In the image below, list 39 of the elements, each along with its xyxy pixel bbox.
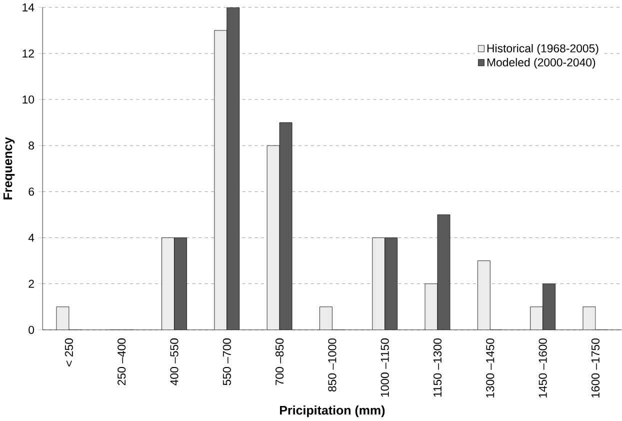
- bar: [438, 214, 450, 330]
- y-tick-label: 14: [22, 4, 34, 12]
- bar: [280, 122, 292, 330]
- x-tick-label: 1000 –1150: [380, 338, 389, 397]
- bar: [267, 146, 280, 330]
- y-tick-label: 6: [28, 188, 34, 196]
- bar: [320, 307, 332, 330]
- y-tick-label: 10: [22, 96, 34, 104]
- y-tick-label: 12: [22, 50, 34, 58]
- x-tick-label: 1450 –1600: [538, 338, 547, 398]
- bar: [226, 8, 240, 330]
- bar: [582, 306, 596, 330]
- x-tick-label: 850 –1000: [328, 338, 336, 392]
- x-tick-label: 1600 –1750: [591, 338, 600, 398]
- y-tick-label: 4: [28, 234, 34, 242]
- bar: [425, 284, 438, 330]
- x-tick-label: 1300 –1450: [486, 338, 494, 398]
- x-tick-label: 250 –400: [118, 338, 126, 386]
- x-tick-label: < 250: [64, 338, 73, 367]
- bar: [478, 260, 490, 330]
- x-axis-title: Pricipitation (mm): [280, 406, 385, 418]
- bar: [372, 238, 385, 330]
- x-tick-label: 550 –700: [222, 338, 231, 386]
- x-tick-label: 700 –850: [276, 338, 284, 386]
- x-tick-label: 400 –550: [170, 338, 178, 386]
- bar: [56, 307, 69, 330]
- bar: [542, 284, 556, 330]
- bar: [174, 238, 187, 330]
- bar: [530, 307, 543, 330]
- bar: [384, 238, 398, 330]
- x-tick-label: 1150 –1300: [433, 338, 442, 397]
- y-tick-label: 0: [28, 326, 34, 334]
- bar: [162, 238, 174, 330]
- legend-label: Modeled (2000-2040): [487, 58, 596, 69]
- y-tick-label: 2: [28, 280, 34, 288]
- legend-label: Historical (1968-2005): [487, 44, 598, 55]
- bar: [214, 30, 227, 330]
- y-axis-title: Frequency: [3, 137, 15, 200]
- y-tick-label: 8: [28, 142, 34, 150]
